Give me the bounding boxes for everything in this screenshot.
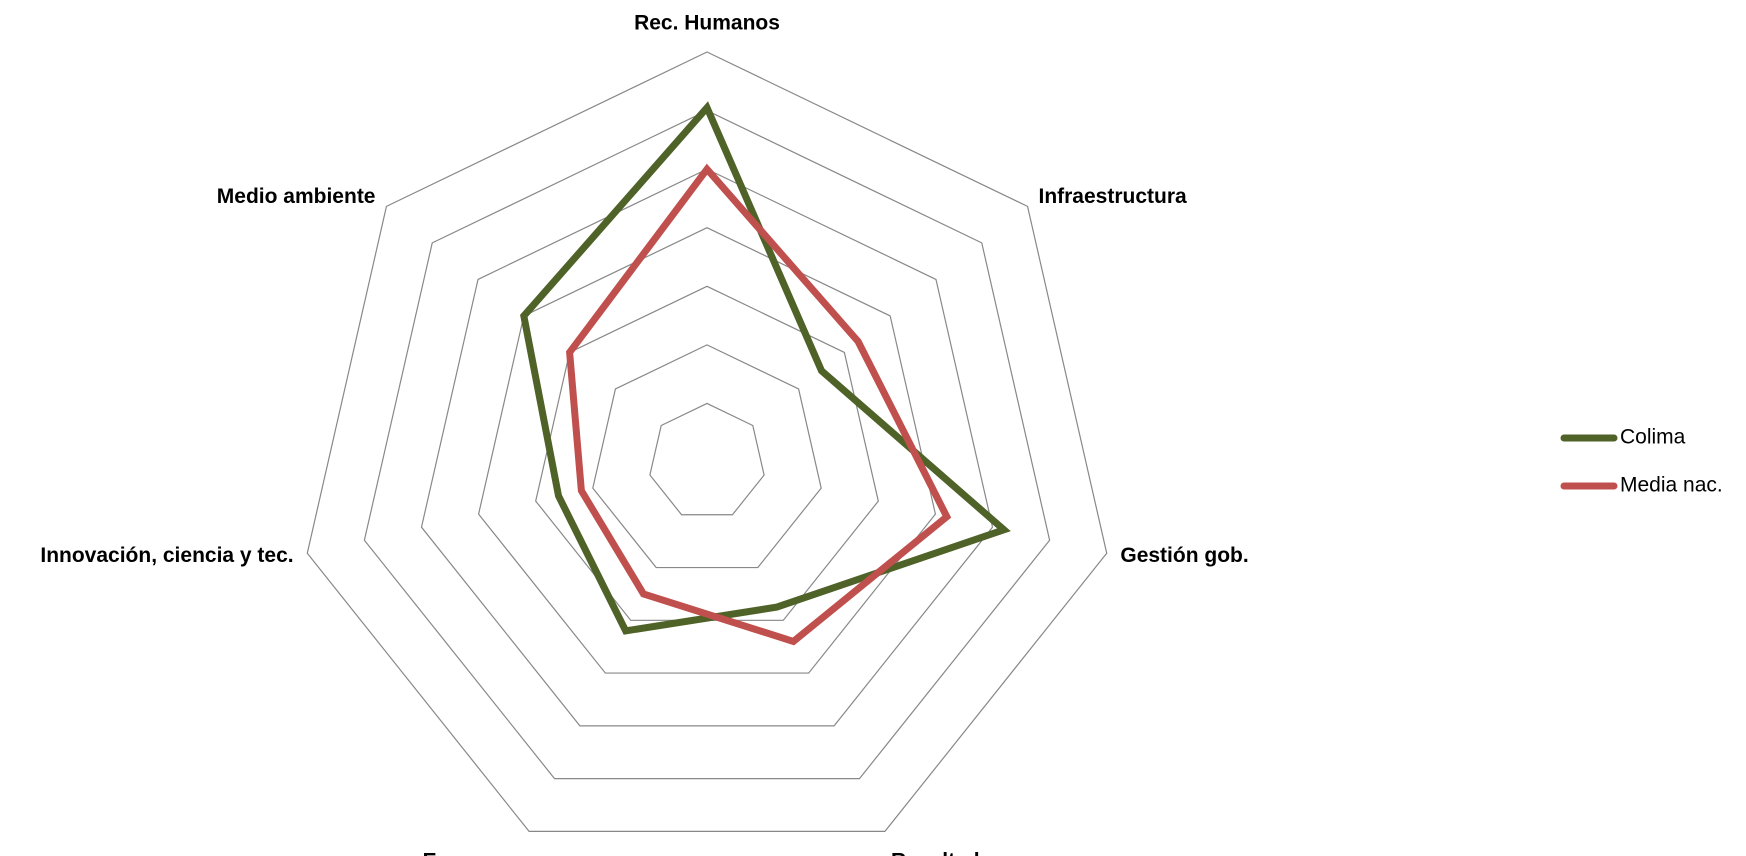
series-line (520, 101, 1011, 635)
legend-label: Media nac. (1620, 474, 1723, 497)
category-label: Resultados econ. (891, 850, 1065, 856)
grid-ring (306, 51, 1108, 832)
category-label: Innovación, ciencia y tec. (40, 544, 293, 567)
category-label: Infraestructura (1038, 185, 1187, 208)
grid-ring (363, 109, 1051, 780)
grid-ring (477, 227, 937, 674)
grid-ring (535, 285, 879, 621)
category-label: Rec. Humanos (634, 12, 780, 35)
category-label: Empresas (423, 850, 523, 856)
category-label: Gestión gob. (1120, 544, 1248, 567)
grid-ring (592, 344, 822, 569)
series-line (566, 163, 952, 646)
grid-ring (649, 402, 765, 516)
grid-ring (420, 168, 994, 727)
category-label: Medio ambiente (217, 185, 376, 208)
legend-label: Colima (1620, 426, 1686, 449)
